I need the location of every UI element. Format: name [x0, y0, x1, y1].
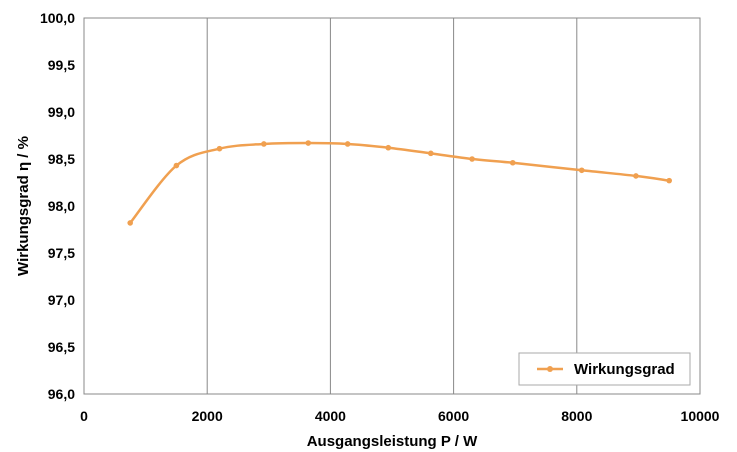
- y-axis-ticks: 96,0 96,5 97,0 97,5 98,0 98,5 99,0 99,5 100,0: [40, 10, 75, 402]
- x-tick-label: 8000: [561, 408, 592, 424]
- x-tick-label: 10000: [681, 408, 720, 424]
- data-point: [469, 156, 475, 162]
- data-points: [127, 140, 672, 226]
- data-point: [666, 177, 672, 184]
- x-tick-label: 4000: [315, 408, 346, 424]
- x-tick-label: 0: [80, 408, 88, 424]
- gridlines: [206, 18, 578, 394]
- y-tick-label: 100,0: [40, 10, 75, 26]
- y-tick-label: 97,0: [48, 292, 75, 308]
- data-point: [173, 162, 180, 169]
- x-tick-label: 6000: [438, 408, 469, 424]
- y-tick-label: 99,0: [48, 104, 75, 120]
- y-tick-label: 97,5: [48, 245, 75, 261]
- y-tick-label: 96,0: [48, 386, 75, 402]
- y-tick-label: 99,5: [48, 57, 75, 73]
- x-axis-ticks: 0 2000 4000 6000 8000 10000: [80, 408, 720, 424]
- data-point: [578, 167, 585, 174]
- y-tick-label: 96,5: [48, 339, 75, 355]
- data-point: [428, 150, 434, 157]
- data-point: [216, 145, 223, 152]
- legend-marker: [547, 366, 553, 372]
- data-point: [385, 144, 392, 151]
- data-point: [509, 159, 516, 166]
- x-tick-label: 2000: [192, 408, 223, 424]
- y-axis-title: Wirkungsgrad η / %: [15, 136, 32, 276]
- y-tick-label: 98,5: [48, 151, 75, 167]
- legend: Wirkungsgrad: [518, 352, 691, 386]
- data-point: [127, 220, 133, 226]
- x-axis-title: Ausgangsleistung P / W: [307, 433, 478, 450]
- data-point: [633, 173, 639, 179]
- legend-label: Wirkungsgrad: [574, 361, 675, 378]
- data-point: [261, 141, 267, 147]
- data-point: [305, 140, 312, 146]
- plot-area: [83, 17, 701, 395]
- data-point: [344, 141, 351, 147]
- y-tick-label: 98,0: [48, 198, 75, 214]
